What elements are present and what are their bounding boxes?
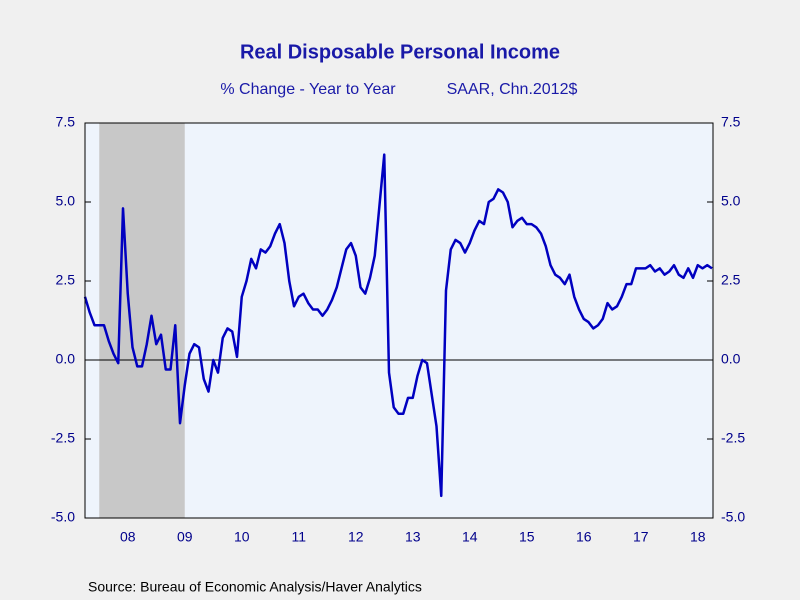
subtitle: % Change - Year to Year bbox=[220, 81, 396, 98]
recession-shading bbox=[99, 123, 185, 518]
x-tick-label: 13 bbox=[405, 529, 421, 545]
source: Source: Bureau of Economic Analysis/Have… bbox=[88, 579, 422, 595]
y-tick-label: 0.0 bbox=[56, 351, 76, 367]
y2-tick-label: 0.0 bbox=[721, 351, 741, 367]
y2-tick-label: 7.5 bbox=[721, 114, 741, 130]
x-tick-label: 10 bbox=[234, 529, 250, 545]
plot-frame bbox=[84, 122, 714, 519]
y-tick-label: 5.0 bbox=[56, 193, 76, 209]
y2-tick-label: 5.0 bbox=[721, 193, 741, 209]
x-tick-label: 11 bbox=[291, 529, 306, 545]
chart-title: Real Disposable Personal Income bbox=[240, 41, 560, 63]
x-tick-label: 15 bbox=[519, 529, 535, 545]
y2-tick-label: -2.5 bbox=[721, 430, 745, 446]
x-tick-label: 09 bbox=[177, 529, 193, 545]
subtitle-right: SAAR, Chn.2012$ bbox=[447, 81, 578, 98]
y2-tick-label: 2.5 bbox=[721, 272, 741, 288]
y-tick-label: 7.5 bbox=[56, 114, 76, 130]
y-tick-label: -5.0 bbox=[51, 509, 75, 525]
x-tick-label: 16 bbox=[576, 529, 592, 545]
x-tick-label: 18 bbox=[690, 529, 706, 545]
y-tick-label: -2.5 bbox=[51, 430, 75, 446]
x-tick-label: 17 bbox=[633, 529, 649, 545]
x-tick-label: 12 bbox=[348, 529, 364, 545]
y-tick-label: 2.5 bbox=[56, 272, 76, 288]
plot-area bbox=[85, 123, 713, 518]
series-line bbox=[83, 153, 713, 498]
x-tick-label: 14 bbox=[462, 529, 478, 545]
y2-tick-label: -5.0 bbox=[721, 509, 745, 525]
x-tick-label: 08 bbox=[120, 529, 136, 545]
